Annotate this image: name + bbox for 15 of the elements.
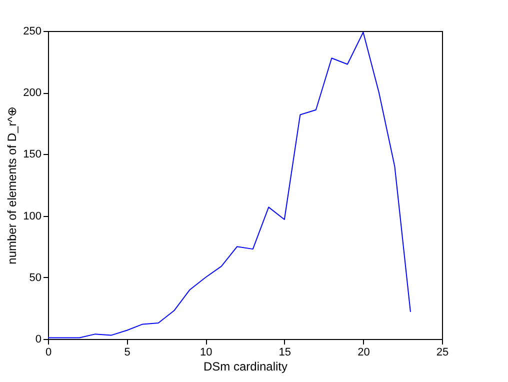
x-axis-title: DSm cardinality bbox=[203, 360, 288, 374]
x-tick-label: 15 bbox=[278, 346, 292, 358]
x-tick-label: 25 bbox=[436, 346, 449, 358]
y-tick-label: 250 bbox=[23, 26, 42, 38]
line-series bbox=[48, 32, 411, 338]
x-tick-label: 5 bbox=[124, 346, 130, 358]
y-tick-label: 100 bbox=[23, 210, 42, 222]
y-tick-label: 0 bbox=[35, 334, 42, 346]
x-tick-label: 10 bbox=[200, 346, 212, 358]
y-axis-title: number of elements of D_r^⊕ bbox=[5, 106, 20, 264]
y-tick-label: 50 bbox=[29, 272, 42, 284]
x-tick-label: 0 bbox=[45, 346, 52, 358]
y-tick-label: 150 bbox=[23, 148, 42, 161]
y-tick-label: 200 bbox=[23, 87, 42, 100]
x-tick-label: 20 bbox=[358, 346, 370, 358]
